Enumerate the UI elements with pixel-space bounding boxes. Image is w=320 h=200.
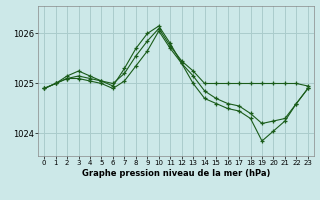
- X-axis label: Graphe pression niveau de la mer (hPa): Graphe pression niveau de la mer (hPa): [82, 169, 270, 178]
